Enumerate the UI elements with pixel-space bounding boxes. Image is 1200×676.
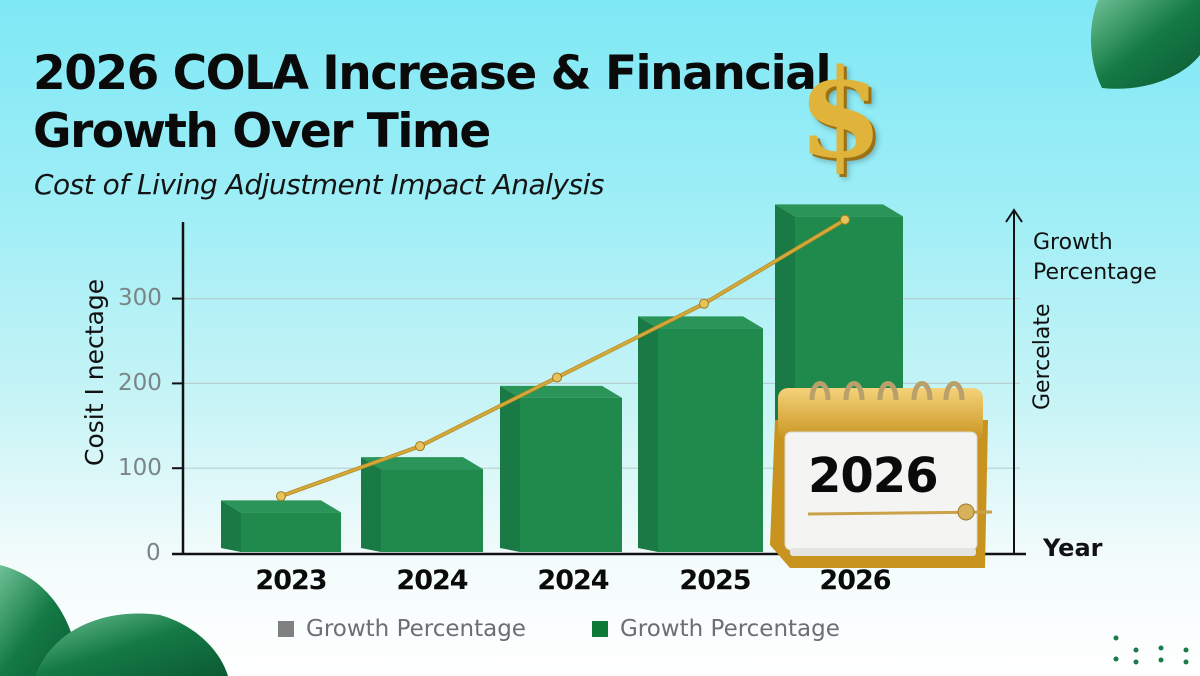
dollar-sign-icon: $ <box>798 41 883 185</box>
x-axis-year-label: Year <box>1043 534 1103 562</box>
y-tick-100: 100 <box>118 455 162 481</box>
y-tick-200: 200 <box>118 370 162 396</box>
y-axis-label: Cosit I nectage <box>80 278 109 466</box>
legend-label: Growth Percentage <box>306 616 526 642</box>
line-point <box>415 441 425 452</box>
bar <box>520 397 622 552</box>
chart-title: 2026 COLA Increase & Financial Growth Ov… <box>33 46 832 159</box>
line-point <box>699 298 709 309</box>
legend-swatch-green <box>591 621 608 637</box>
chart-subtitle: Cost of Living Adjustment Impact Analysi… <box>34 168 604 201</box>
line-point <box>552 372 562 383</box>
chart-legend: Growth Percentage Growth Percentage <box>278 616 840 642</box>
x-tick-2025: 2025 <box>679 565 751 596</box>
right-axis-title: Growth Percentage <box>1033 230 1157 285</box>
y-tick-300: 300 <box>118 285 162 311</box>
legend-swatch-gray <box>278 621 294 637</box>
arrow-up-icon <box>1005 208 1023 223</box>
line-point <box>276 491 286 502</box>
line-point <box>840 214 850 225</box>
bar <box>241 512 341 552</box>
calendar-year-text: 2026 <box>808 448 939 504</box>
bar <box>381 469 483 552</box>
y-tick-0: 0 <box>146 540 161 566</box>
legend-item-green: Growth Percentage <box>591 616 840 642</box>
x-tick-2023: 2023 <box>255 565 327 596</box>
legend-label: Growth Percentage <box>619 616 840 642</box>
right-axis-rotated-label: Gercelate <box>1030 303 1055 410</box>
x-tick-2024b: 2024 <box>537 565 609 596</box>
legend-item-gray: Growth Percentage <box>278 616 526 642</box>
x-tick-2026: 2026 <box>819 565 891 596</box>
bar <box>658 328 763 552</box>
x-tick-2024: 2024 <box>396 565 468 596</box>
